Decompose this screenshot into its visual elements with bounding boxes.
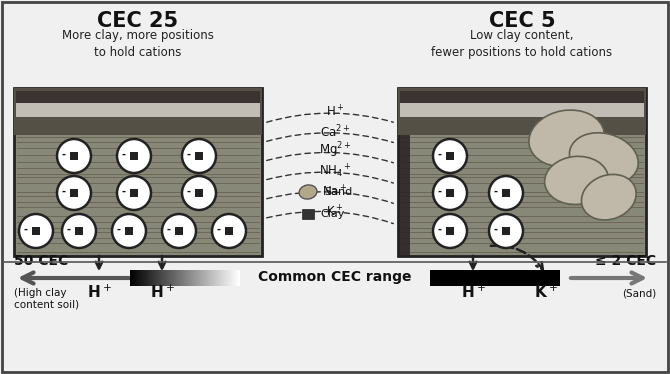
Bar xyxy=(446,151,454,160)
FancyBboxPatch shape xyxy=(16,103,260,117)
Circle shape xyxy=(489,176,523,210)
Bar xyxy=(194,151,204,160)
FancyBboxPatch shape xyxy=(398,135,410,256)
Text: 50 CEC: 50 CEC xyxy=(14,254,68,268)
Text: -: - xyxy=(23,225,27,235)
Text: (High clay
content soil): (High clay content soil) xyxy=(14,288,79,310)
Text: Clay: Clay xyxy=(320,209,344,219)
Text: -: - xyxy=(186,187,190,197)
Text: -: - xyxy=(186,150,190,160)
Text: Common CEC range: Common CEC range xyxy=(258,270,412,284)
Text: K$^+$: K$^+$ xyxy=(326,205,344,220)
Bar xyxy=(194,188,204,197)
Text: -: - xyxy=(494,225,497,235)
Ellipse shape xyxy=(299,185,317,199)
Text: ≤ 2 CEC: ≤ 2 CEC xyxy=(595,254,656,268)
Bar xyxy=(446,227,454,235)
Text: H$^+$: H$^+$ xyxy=(149,284,174,301)
Circle shape xyxy=(112,214,146,248)
Text: -: - xyxy=(117,225,121,235)
Circle shape xyxy=(62,214,96,248)
Circle shape xyxy=(117,176,151,210)
Text: K$^+$: K$^+$ xyxy=(534,284,558,301)
Circle shape xyxy=(182,139,216,173)
FancyBboxPatch shape xyxy=(14,88,262,256)
Text: Ca$^{2+}$: Ca$^{2+}$ xyxy=(320,123,350,140)
Text: Na$^+$: Na$^+$ xyxy=(322,185,348,200)
Text: -: - xyxy=(166,225,170,235)
FancyBboxPatch shape xyxy=(14,88,262,135)
Text: -: - xyxy=(216,225,220,235)
Bar xyxy=(31,227,40,235)
Text: -: - xyxy=(438,225,442,235)
Text: More clay, more positions
to hold cations: More clay, more positions to hold cation… xyxy=(62,29,214,59)
Bar xyxy=(125,227,133,235)
Bar xyxy=(74,227,84,235)
Circle shape xyxy=(433,214,467,248)
Bar xyxy=(224,227,233,235)
Ellipse shape xyxy=(570,133,639,184)
Text: -: - xyxy=(62,150,66,160)
Text: -: - xyxy=(494,187,497,197)
Circle shape xyxy=(212,214,246,248)
Circle shape xyxy=(433,139,467,173)
Text: Mg$^{2+}$: Mg$^{2+}$ xyxy=(319,140,351,160)
Text: -: - xyxy=(62,187,66,197)
Circle shape xyxy=(489,214,523,248)
Bar xyxy=(302,209,314,219)
Text: CEC 5: CEC 5 xyxy=(488,11,555,31)
Bar xyxy=(175,227,184,235)
Circle shape xyxy=(57,139,91,173)
FancyBboxPatch shape xyxy=(398,88,646,256)
Circle shape xyxy=(433,176,467,210)
Circle shape xyxy=(182,176,216,210)
FancyBboxPatch shape xyxy=(398,88,646,135)
Bar xyxy=(70,188,78,197)
Ellipse shape xyxy=(545,156,608,205)
Text: H$^+$: H$^+$ xyxy=(86,284,111,301)
FancyBboxPatch shape xyxy=(16,91,260,103)
Text: Sand: Sand xyxy=(324,187,352,197)
Text: -: - xyxy=(121,150,125,160)
Circle shape xyxy=(57,176,91,210)
Text: H$^+$: H$^+$ xyxy=(326,105,344,120)
Text: NH$_4$$^+$: NH$_4$$^+$ xyxy=(319,163,351,180)
Circle shape xyxy=(19,214,53,248)
Bar xyxy=(502,227,511,235)
Text: -: - xyxy=(66,225,70,235)
Circle shape xyxy=(117,139,151,173)
Bar xyxy=(446,188,454,197)
FancyBboxPatch shape xyxy=(400,103,644,117)
Text: -: - xyxy=(121,187,125,197)
Text: -: - xyxy=(438,150,442,160)
Text: Low clay content,
fewer positions to hold cations: Low clay content, fewer positions to hol… xyxy=(431,29,612,59)
Bar xyxy=(502,188,511,197)
FancyBboxPatch shape xyxy=(400,91,644,103)
Text: -: - xyxy=(438,187,442,197)
Text: (Sand): (Sand) xyxy=(622,288,656,298)
Text: H$^+$: H$^+$ xyxy=(460,284,485,301)
Ellipse shape xyxy=(582,174,636,220)
Bar xyxy=(70,151,78,160)
Bar xyxy=(129,151,139,160)
Text: CEC 25: CEC 25 xyxy=(97,11,179,31)
Circle shape xyxy=(162,214,196,248)
Bar xyxy=(129,188,139,197)
Ellipse shape xyxy=(529,110,604,167)
